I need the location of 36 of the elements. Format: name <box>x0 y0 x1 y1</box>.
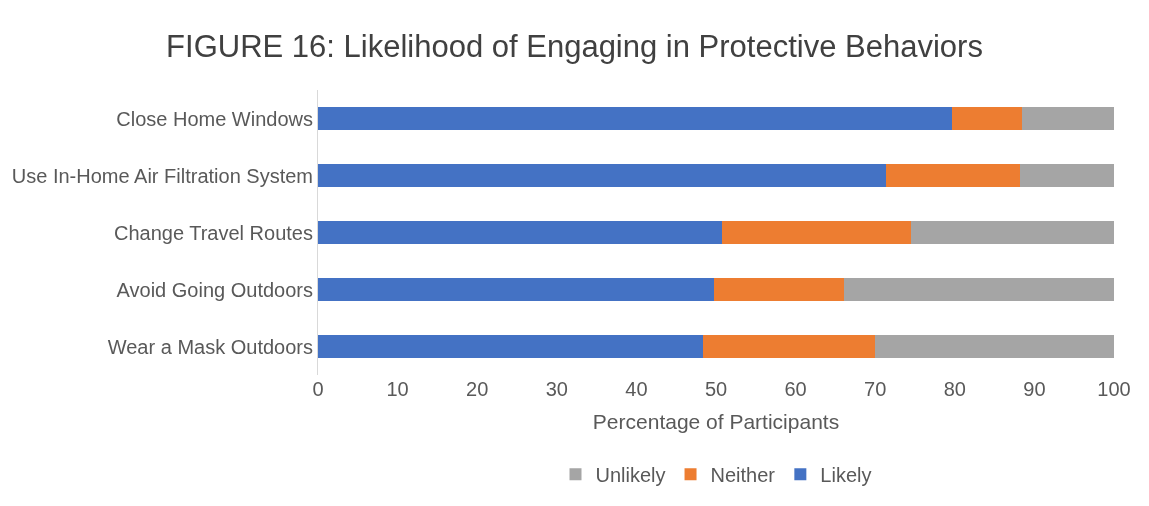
bar <box>844 277 1114 302</box>
y-tick-label: Change Travel Routes <box>113 221 313 244</box>
x-tick-label: 70 <box>864 378 887 400</box>
legend-label: Unlikely <box>595 464 666 487</box>
x-tick-label: 50 <box>704 378 728 400</box>
y-tick-label: Close Home Windows <box>116 107 313 130</box>
y-tick-label: Use In-Home Air Filtration System <box>11 164 313 187</box>
bar <box>885 163 1021 188</box>
x-tick-label: 10 <box>386 378 409 400</box>
bar <box>911 220 1114 245</box>
bar <box>318 277 714 302</box>
chart-title: FIGURE 16: Likelihood of Engaging in Protective Behaviors <box>166 29 983 65</box>
legend-label: Neither <box>710 464 776 487</box>
x-axis-title: Percentage of Participants <box>592 410 840 434</box>
x-tick-label: 90 <box>1023 378 1046 400</box>
x-tick-label: 60 <box>784 378 807 400</box>
bar <box>951 106 1023 131</box>
bar <box>703 334 876 359</box>
bar <box>1022 106 1114 131</box>
x-tick-label: 80 <box>943 378 966 400</box>
y-tick-label: Wear a Mask Outdoors <box>107 335 313 358</box>
bar <box>318 220 723 245</box>
x-tick-label: 30 <box>545 378 568 400</box>
legend-label: Likely <box>820 464 872 487</box>
bar <box>713 277 845 302</box>
x-tick-label: 20 <box>466 378 489 400</box>
bar <box>722 220 912 245</box>
bar <box>1020 163 1114 188</box>
x-tick-label: 40 <box>625 378 648 400</box>
bar <box>318 334 704 359</box>
bar <box>318 163 886 188</box>
x-tick-label: 0 <box>312 378 324 400</box>
bar <box>875 334 1114 359</box>
y-tick-label: Avoid Going Outdoors <box>116 278 313 301</box>
x-tick-label: 100 <box>1097 378 1131 400</box>
bar <box>318 106 952 131</box>
